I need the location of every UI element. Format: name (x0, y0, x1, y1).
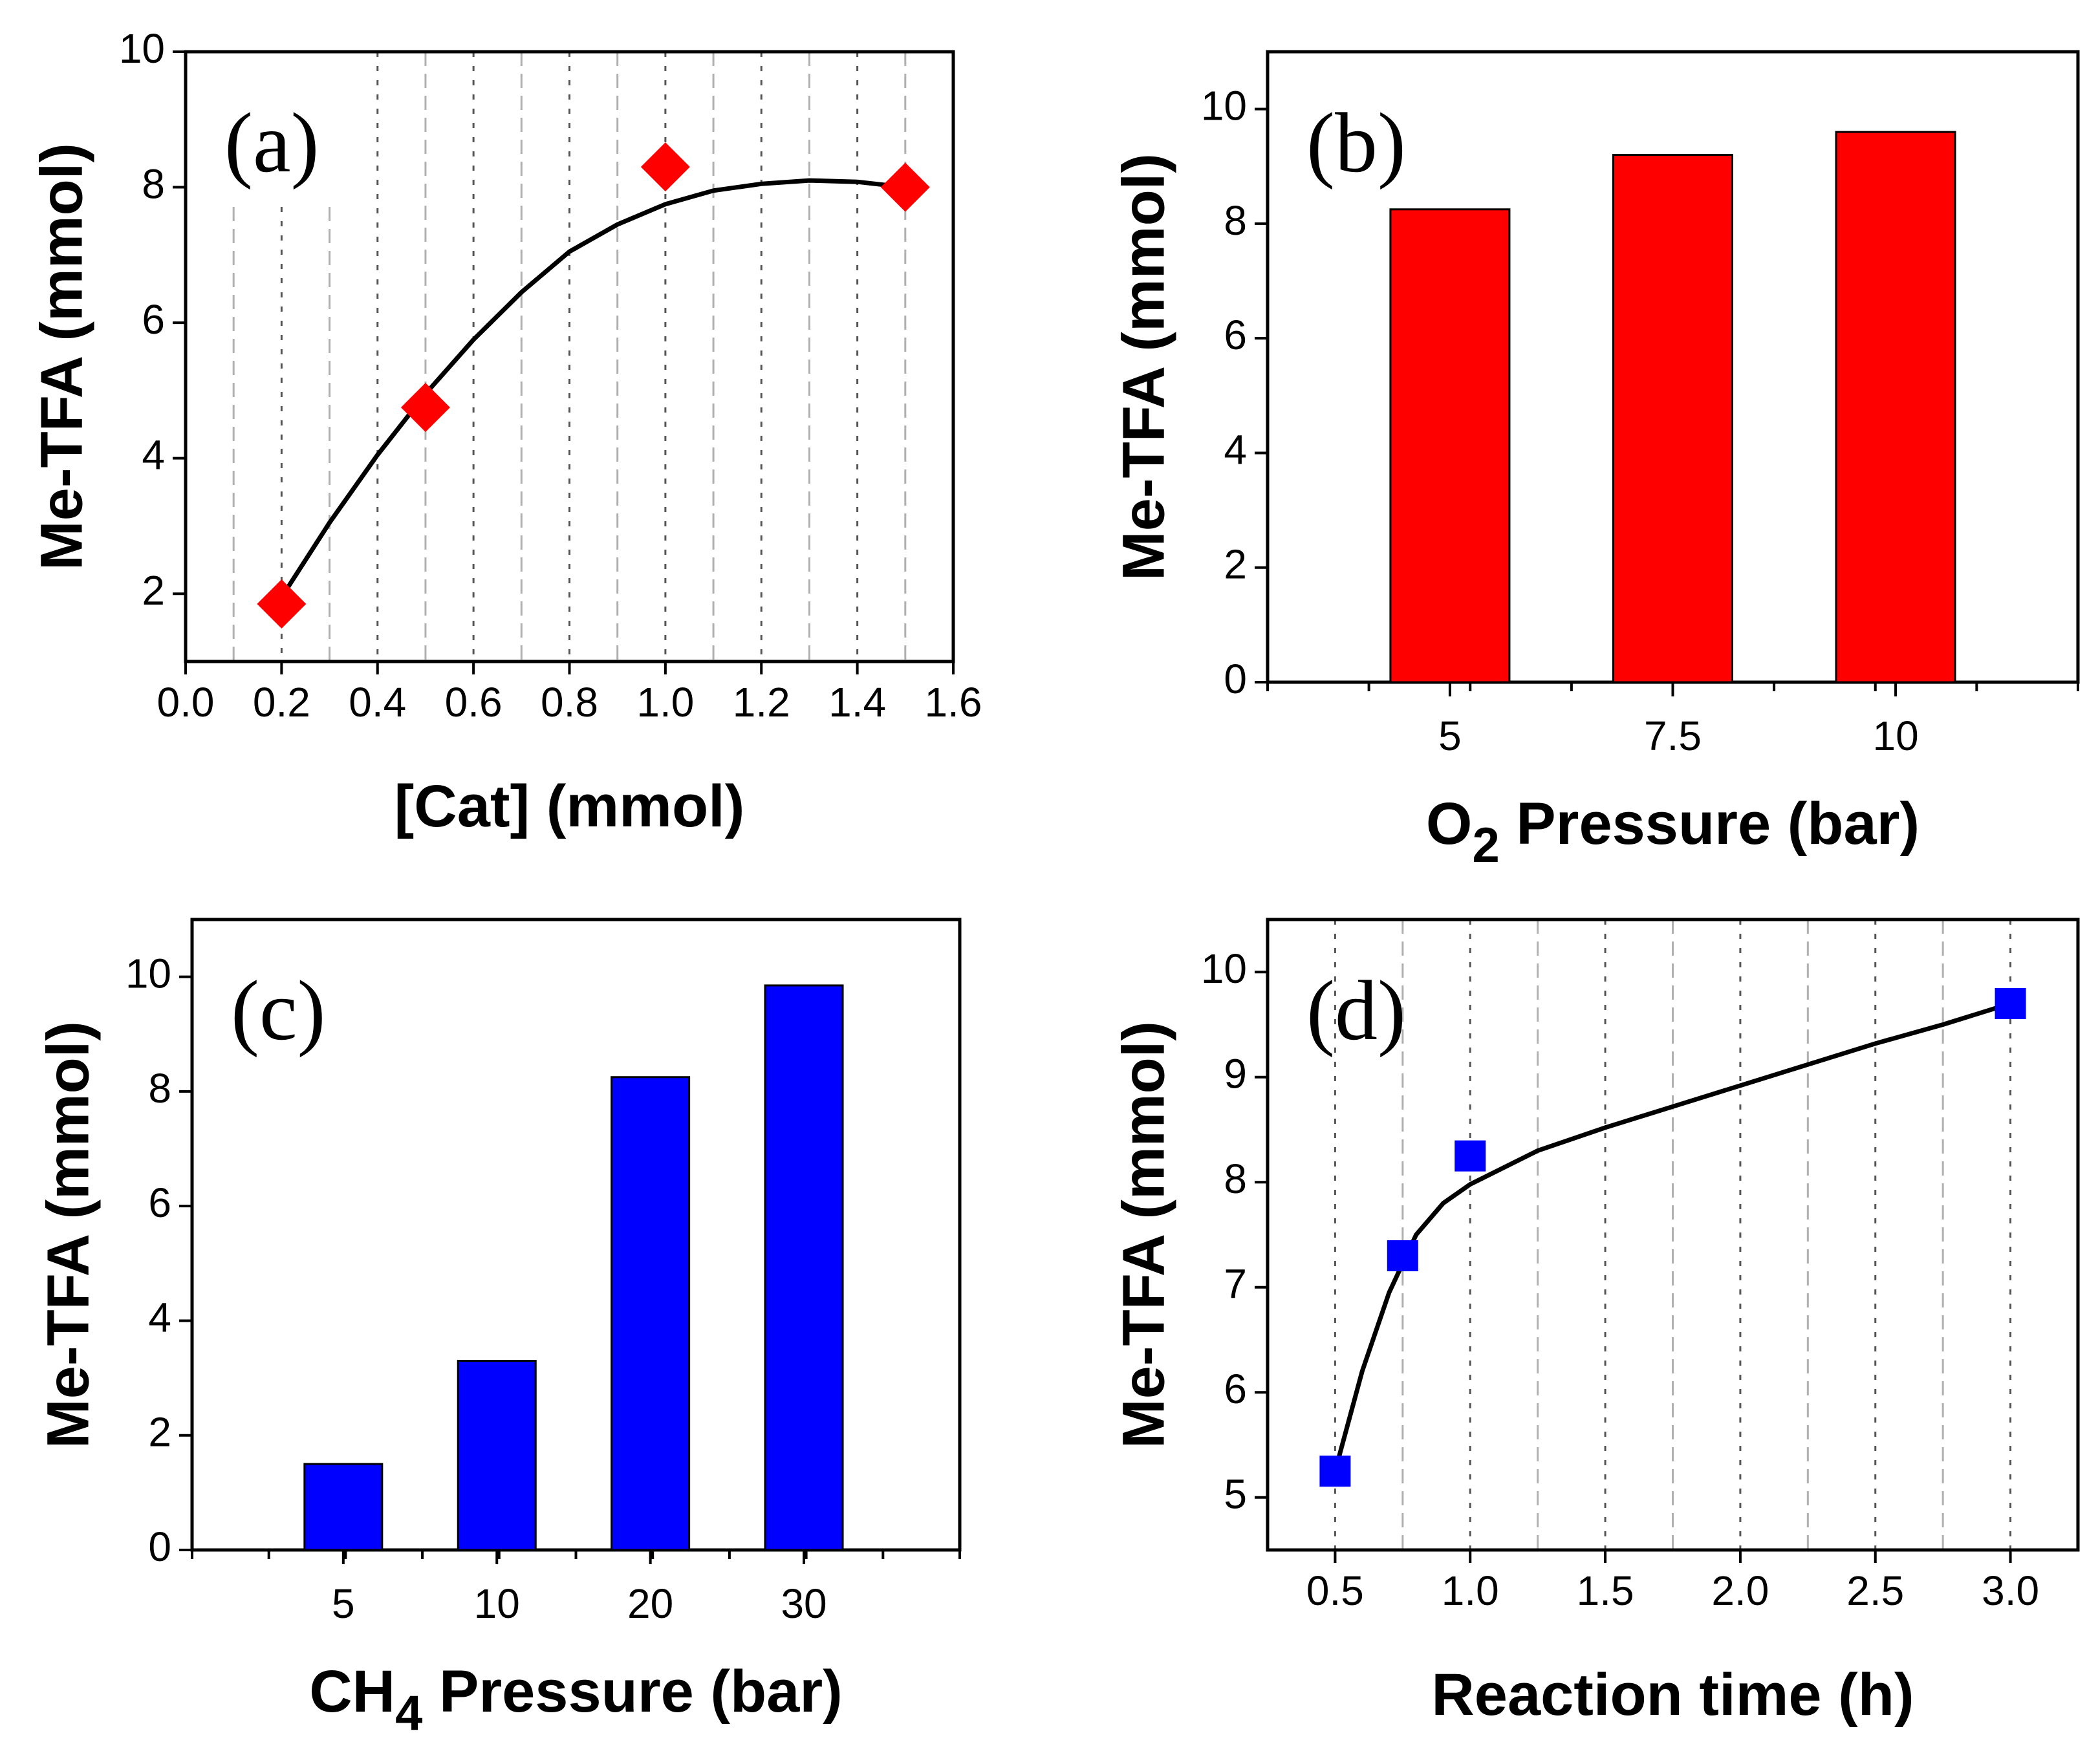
y-axis-title: Me-TFA (mmol) (1110, 153, 1176, 581)
x-tick-label: 1.0 (636, 679, 694, 726)
x-tick-label: 3.0 (1982, 1567, 2039, 1614)
bar (1389, 208, 1511, 683)
data-point (880, 162, 930, 212)
x-axis-title: O2 Pressure (bar) (1426, 791, 1920, 873)
x-tick-label: 0.5 (1306, 1567, 1364, 1614)
y-tick-label: 8 (1224, 197, 1247, 244)
x-axis-title: Reaction time (h) (1431, 1662, 1914, 1728)
bar (457, 1360, 537, 1551)
x-tick-label: 1.0 (1442, 1567, 1499, 1614)
y-axis-title: Me-TFA (mmol) (1110, 1021, 1176, 1448)
panel-label: (c) (231, 963, 326, 1058)
data-point (1387, 1240, 1418, 1271)
bar (1612, 154, 1733, 683)
panel-c: 5 10 20 30 0 2 4 6 8 10 (c) Me-TFA (mmol) CH4 Pressu… (35, 918, 962, 1741)
x-tick-label: 0.2 (253, 679, 310, 726)
data-point (1319, 1456, 1351, 1487)
y-tick-label: 10 (119, 25, 165, 72)
x-tick-label: 10 (474, 1580, 520, 1627)
y-tick-label: 6 (1224, 1366, 1247, 1412)
panel-label: (d) (1306, 963, 1406, 1058)
y-tick-label: 5 (1224, 1471, 1247, 1518)
x-tick-label: 5 (332, 1580, 355, 1627)
y-tick-label: 4 (148, 1294, 171, 1340)
y-tick-label: 2 (142, 567, 165, 614)
y-tick-label: 4 (142, 432, 165, 479)
y-tick-label: 8 (1224, 1156, 1247, 1202)
x-tick-label: 30 (781, 1580, 827, 1627)
plot-frame (1266, 918, 2080, 1552)
x-axis-title: CH4 Pressure (bar) (309, 1659, 843, 1741)
x-tick-label: 1.2 (733, 679, 790, 726)
y-tick-label: 10 (125, 951, 171, 997)
y-axis-title: Me-TFA (mmol) (28, 143, 94, 570)
data-point (400, 383, 450, 433)
bar (303, 1463, 384, 1551)
y-tick-label: 10 (1201, 945, 1247, 992)
y-tick-label: 0 (148, 1523, 171, 1570)
y-tick-label: 0 (1224, 656, 1247, 702)
panel-d: 0.5 1.0 1.5 2.0 2.5 3.0 5 6 7 8 9 10 (d) Me-TFA (mmol… (1110, 918, 2080, 1728)
fit-curve (279, 178, 906, 599)
y-tick-label: 9 (1224, 1051, 1247, 1097)
bar (611, 1076, 691, 1551)
x-tick-label: 0.6 (445, 679, 503, 726)
y-tick-label: 8 (148, 1065, 171, 1112)
x-tick-label: 1.4 (828, 679, 886, 726)
y-tick-label: 10 (1201, 83, 1247, 129)
x-tick-label: 20 (627, 1580, 673, 1627)
y-tick-label: 6 (142, 296, 165, 343)
bar (1835, 131, 1956, 683)
panel-a: 0.0 0.2 0.4 0.6 0.8 1.0 1.2 1.4 1.6 2 4 6 8 10 (a) Me-T… (28, 25, 982, 839)
x-tick-label: 0.0 (157, 679, 215, 726)
data-point (1455, 1140, 1486, 1172)
y-tick-label: 2 (1224, 541, 1247, 588)
x-tick-label: 2.0 (1711, 1567, 1769, 1614)
y-tick-label: 6 (1224, 312, 1247, 358)
bar (764, 984, 844, 1551)
data-point (640, 142, 690, 192)
y-tick-label: 2 (148, 1409, 171, 1456)
x-tick-label: 1.5 (1577, 1567, 1634, 1614)
y-tick-label: 8 (142, 160, 165, 207)
x-tick-label: 7.5 (1644, 713, 1702, 759)
data-point (257, 579, 307, 629)
panel-label: (b) (1306, 95, 1406, 190)
y-tick-label: 4 (1224, 426, 1247, 473)
x-tick-label: 1.6 (925, 679, 982, 726)
y-axis-title: Me-TFA (mmol) (35, 1021, 101, 1448)
data-point (1995, 988, 2026, 1019)
x-tick-label: 2.5 (1846, 1567, 1904, 1614)
x-tick-label: 0.4 (349, 679, 406, 726)
y-tick-label: 7 (1224, 1261, 1247, 1307)
panel-label: (a) (224, 95, 319, 190)
panel-b: 5 7.5 10 0 2 4 6 8 10 (b) Me-TFA (mmol) O2 Pressure… (1110, 50, 2080, 873)
fit-curve (1333, 1001, 2011, 1472)
x-axis-title: [Cat] (mmol) (395, 773, 745, 839)
y-tick-label: 6 (148, 1179, 171, 1226)
x-tick-label: 0.8 (541, 679, 598, 726)
x-tick-label: 5 (1438, 713, 1462, 759)
x-tick-label: 10 (1872, 713, 1918, 759)
